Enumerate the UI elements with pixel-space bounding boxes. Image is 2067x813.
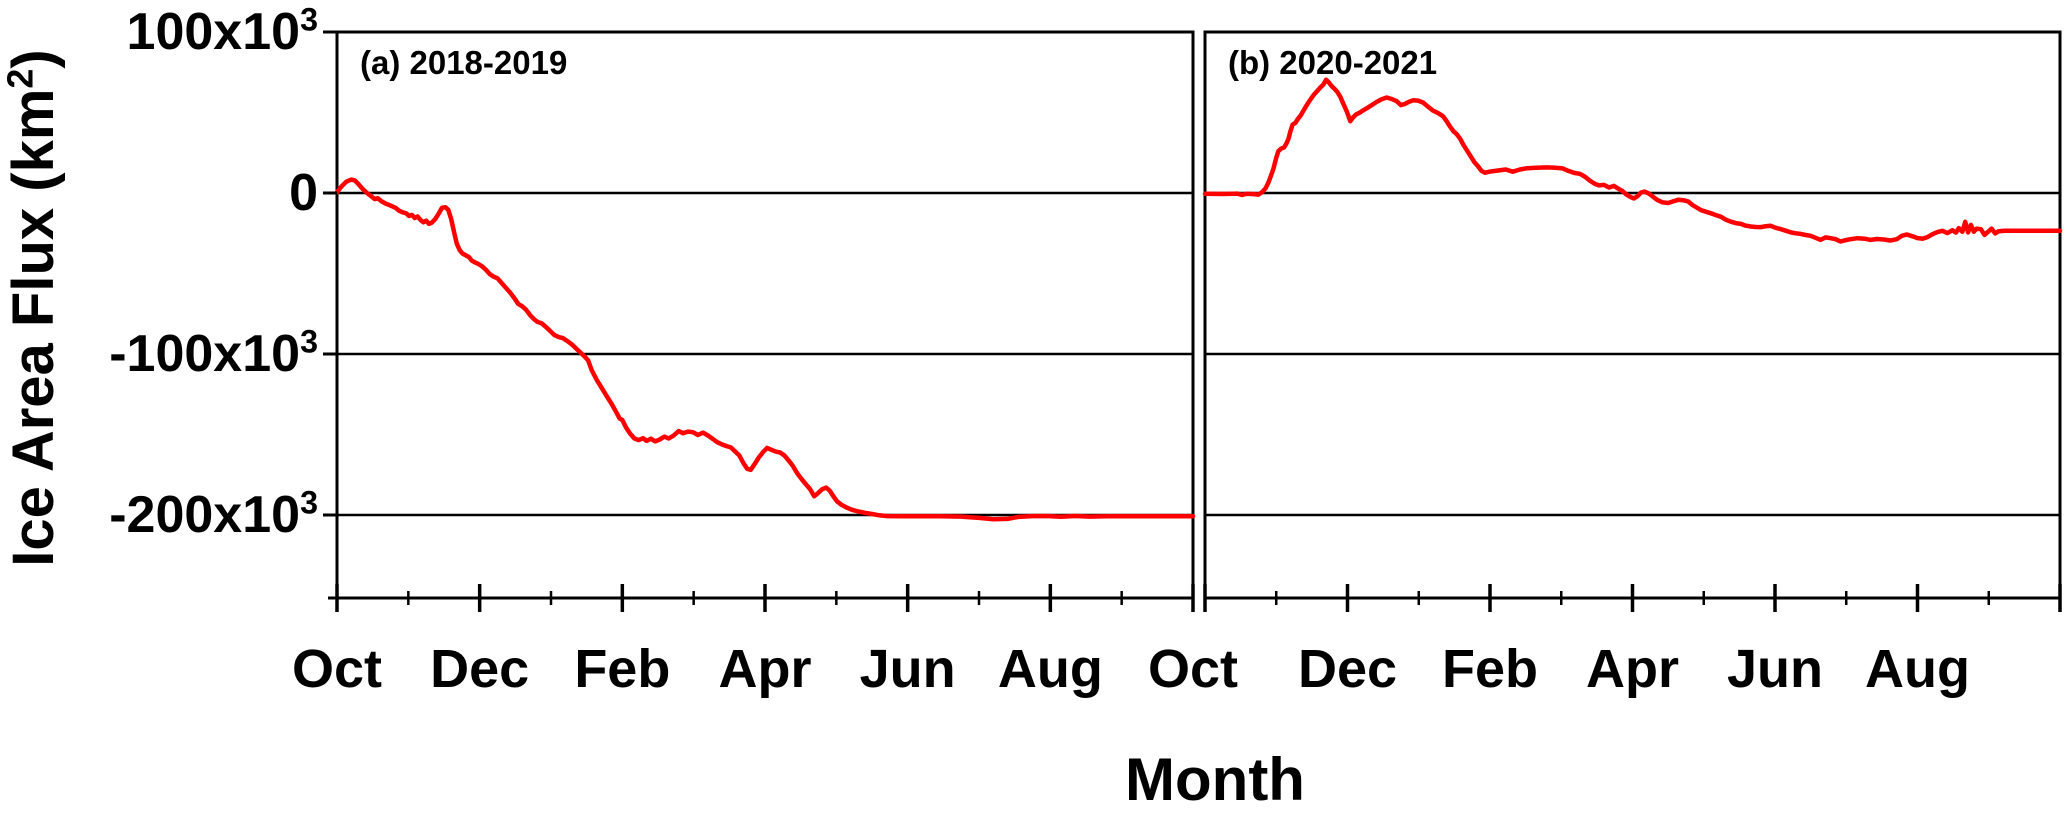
- x-tick-label-aug: Aug: [997, 639, 1103, 699]
- x-tick-label-jun: Jun: [1726, 639, 1823, 699]
- x-tick-label-feb: Feb: [1441, 639, 1538, 699]
- x-tick-label-dec: Dec: [1297, 639, 1398, 699]
- x-tick-label-apr: Apr: [718, 639, 812, 699]
- y-tick-label-0: 100x103: [126, 1, 318, 61]
- panel-b-title: (b) 2020-2021: [1228, 44, 1438, 81]
- x-tick-label-jun: Jun: [859, 639, 956, 699]
- y-tick-label-2: -100x103: [109, 323, 318, 383]
- x-tick-label-dec: Dec: [430, 639, 530, 699]
- series-a: [334, 177, 1196, 522]
- panel-frame: [1203, 30, 2062, 600]
- panel-a-title: (a) 2018-2019: [360, 44, 568, 81]
- x-tick-label-oct: Oct: [291, 639, 383, 699]
- series-b: [1202, 77, 2063, 244]
- y-axis-title-superscript: 2: [0, 68, 41, 89]
- x-tick-label-aug: Aug: [1865, 639, 1970, 699]
- y-tick-label-1: 0: [289, 164, 318, 222]
- x-axis-title: Month: [1125, 746, 1305, 813]
- panel-frame: [335, 30, 1195, 600]
- x-tick-label-feb: Feb: [574, 639, 671, 699]
- x-tick-label-oct: Oct: [1147, 639, 1239, 699]
- x-tick-label-apr: Apr: [1586, 639, 1679, 699]
- y-tick-label-3: -200x103: [109, 484, 318, 544]
